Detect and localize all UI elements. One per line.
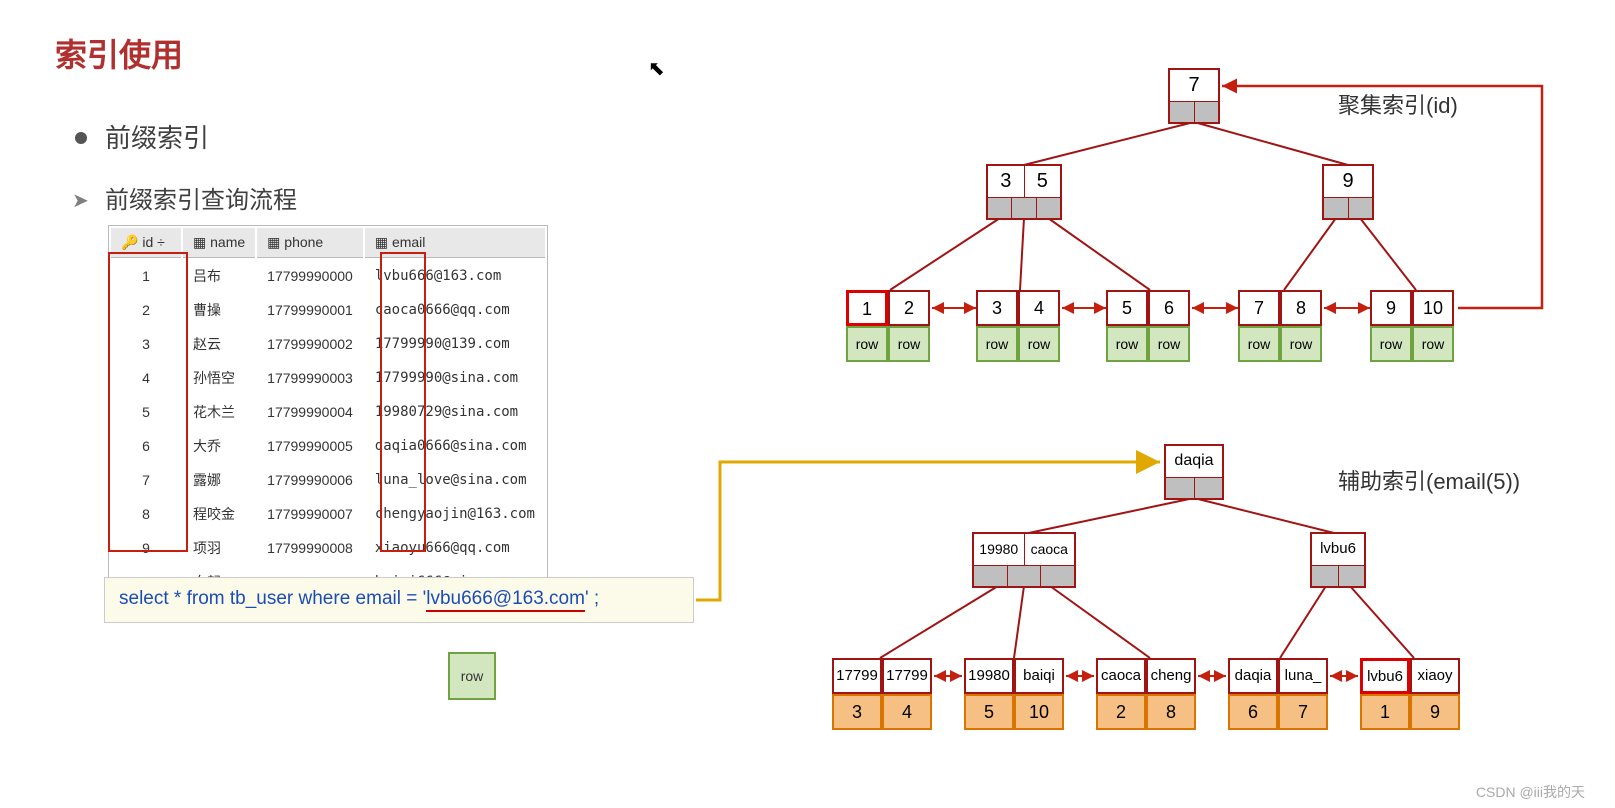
row-result-chip: row xyxy=(448,652,496,700)
table-row: 6大乔17799990005daqia0666@sina.com xyxy=(111,430,545,462)
sql-email-value: lvbu666@163.com xyxy=(426,588,585,612)
table-row: 2曹操17799990001caoca0666@qq.com xyxy=(111,294,545,326)
table-row: 4孙悟空1779999000317799990@sina.com xyxy=(111,362,545,394)
label-clustered-index: 聚集索引(id) xyxy=(1338,88,1458,120)
tree1-root: 7 xyxy=(1168,68,1220,124)
tree1-leaf: 34 rowrow xyxy=(976,290,1060,362)
tree1-leaf: 56 rowrow xyxy=(1106,290,1190,362)
bullet-prefix-index: 前缀索引 xyxy=(105,118,209,155)
tree2-mid-right: lvbu6 xyxy=(1310,532,1366,588)
tree1-mid-left: 35 xyxy=(986,164,1062,220)
table-row: 3赵云1779999000217799990@139.com xyxy=(111,328,545,360)
table-row: 1吕布17799990000lvbu666@163.com xyxy=(111,260,545,292)
tree2-leaf: daqialuna_ 67 xyxy=(1228,658,1328,730)
table-row: 9项羽17799990008xiaoyu666@qq.com xyxy=(111,532,545,564)
tree1-leaf: 12 rowrow xyxy=(846,290,930,362)
col-id: 🔑 id ÷ xyxy=(111,228,181,258)
col-icon: 🔑 xyxy=(121,234,142,250)
page-title: 索引使用 xyxy=(55,30,183,76)
col-icon: ▦ xyxy=(193,234,210,250)
label-secondary-index: 辅助索引(email(5)) xyxy=(1338,464,1520,496)
col-email: ▦ email xyxy=(365,228,545,258)
col-icon: ▦ xyxy=(375,234,392,250)
col-name: ▦ name xyxy=(183,228,255,258)
tree2-leaf: 19980baiqi 510 xyxy=(964,658,1064,730)
sql-query-box: select * from tb_user where email = 'lvb… xyxy=(104,577,694,623)
tree2-mid-left: 19980caoca xyxy=(972,532,1076,588)
tree1-leaf: 910 rowrow xyxy=(1370,290,1454,362)
tree2-leaf: caocacheng 28 xyxy=(1096,658,1196,730)
tree2-leaf: lvbu6xiaoy 19 xyxy=(1360,658,1460,730)
tb-user-table: 🔑 id ÷ ▦ name ▦ phone ▦ email 1吕布1779999… xyxy=(108,225,548,601)
table-row: 7露娜17799990006luna_love@sina.com xyxy=(111,464,545,496)
bullet-dot xyxy=(75,132,87,144)
watermark: CSDN @iii我的天 xyxy=(1476,782,1585,802)
tree1-mid-right: 9 xyxy=(1322,164,1374,220)
cursor-icon: ⬉ xyxy=(648,56,665,81)
tree2-root: daqia xyxy=(1164,444,1224,500)
bullet-query-flow: 前缀索引查询流程 xyxy=(105,180,297,215)
col-icon: ▦ xyxy=(267,234,284,250)
table-row: 8程咬金17799990007chengyaojin@163.com xyxy=(111,498,545,530)
tree2-leaf: 1779917799 34 xyxy=(832,658,932,730)
table-row: 5花木兰1779999000419980729@sina.com xyxy=(111,396,545,428)
col-phone: ▦ phone xyxy=(257,228,363,258)
tree1-leaf: 78 rowrow xyxy=(1238,290,1322,362)
bullet-arrow-icon: ➤ xyxy=(72,188,89,213)
